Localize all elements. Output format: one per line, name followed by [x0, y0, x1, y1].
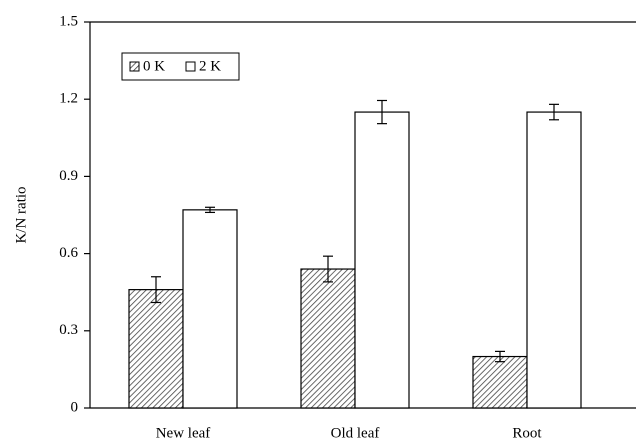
legend-swatch — [129, 61, 140, 72]
bar — [526, 111, 582, 409]
bar — [182, 209, 238, 409]
bar — [354, 111, 410, 409]
bar — [300, 268, 356, 409]
x-tick-label: Old leaf — [331, 425, 380, 441]
bar — [128, 289, 184, 409]
x-tick-label: New leaf — [156, 425, 211, 441]
bar — [472, 355, 528, 409]
y-tick-label: 1.5 — [59, 13, 78, 29]
legend-swatch — [185, 61, 196, 72]
y-tick-label: 0.6 — [59, 245, 78, 261]
legend-box — [121, 52, 240, 81]
legend-label: 0 K — [143, 58, 165, 74]
x-tick-label: Root — [512, 425, 542, 441]
y-tick-label: 0 — [71, 399, 79, 415]
y-tick-label: 0.9 — [59, 168, 78, 184]
y-tick-label: 0.3 — [59, 322, 78, 338]
y-axis-label: K/N ratio — [13, 186, 29, 243]
legend-label: 2 K — [199, 58, 221, 74]
y-tick-label: 1.2 — [59, 91, 78, 107]
